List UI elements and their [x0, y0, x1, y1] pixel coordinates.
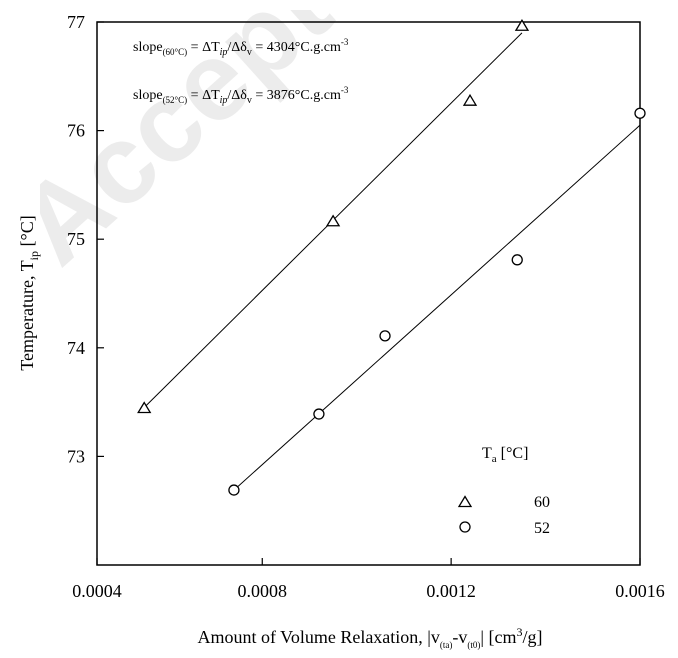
y-tick-label: 76: [67, 121, 85, 141]
x-axis-title: Amount of Volume Relaxation, |v(ta)-v(t0…: [197, 625, 542, 650]
legend-title: Ta [°C]: [482, 445, 528, 465]
y-tick-label: 74: [67, 338, 85, 358]
circle-point: [635, 108, 645, 118]
x-tick-label: 0.0004: [72, 581, 122, 601]
x-tick-label: 0.0008: [238, 581, 288, 601]
y-tick-label: 75: [67, 229, 85, 249]
legend: Ta [°C] 60 52: [459, 445, 550, 537]
x-tick-label: 0.0016: [615, 581, 665, 601]
y-axis-title: Temperature, Tip [°C]: [17, 215, 41, 370]
legend-circle-marker: [460, 522, 470, 532]
legend-triangle-marker: [459, 497, 471, 507]
y-tick-label: 73: [67, 446, 85, 466]
annotation-slope-60: slope(60°C) = ΔTip/Δδv = 4304°C.g.cm-3: [133, 37, 349, 58]
circle-point: [314, 409, 324, 419]
annotation-slope-52: slope(52°C) = ΔTip/Δδv = 3876°C.g.cm-3: [133, 85, 349, 106]
triangle-point: [464, 95, 476, 105]
fit-line-52: [234, 125, 640, 490]
y-axis: 73 74 75 76 77: [67, 12, 104, 466]
triangle-point: [327, 216, 339, 226]
legend-label-60: 60: [534, 494, 550, 511]
circle-point: [380, 331, 390, 341]
y-tick-label: 77: [67, 12, 85, 32]
x-tick-label: 0.0012: [426, 581, 476, 601]
circle-point: [229, 485, 239, 495]
legend-label-52: 52: [534, 520, 550, 537]
circle-point: [512, 255, 522, 265]
